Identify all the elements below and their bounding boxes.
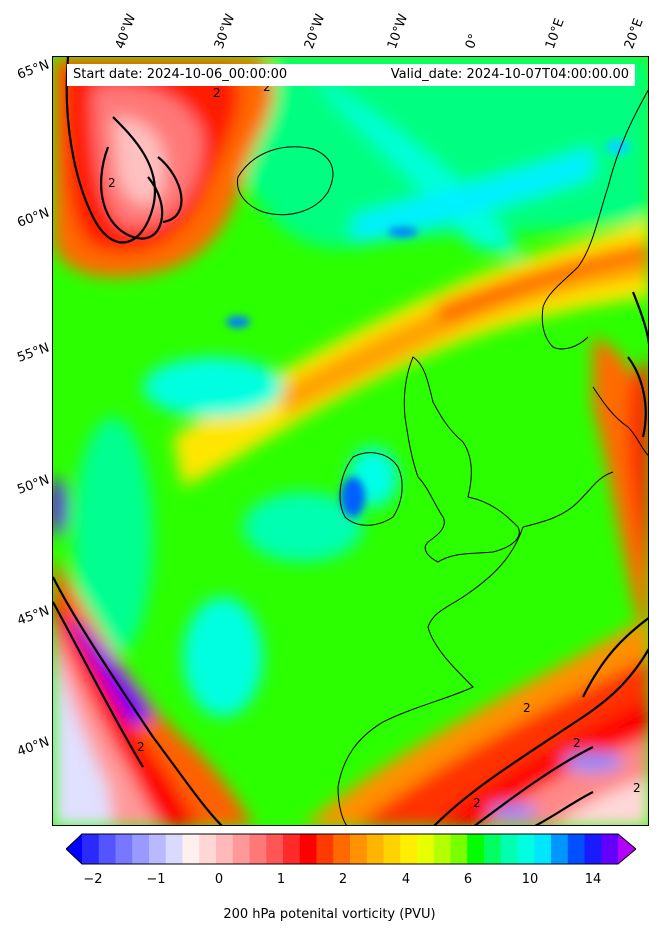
start-date: Start date: 2024-10-06_00:00:00 [73, 67, 288, 82]
svg-text:2: 2 [573, 736, 581, 750]
pv-contour-labels: 2 2 2 2 2 2 2 2 [108, 80, 641, 810]
colorbar-swatch [551, 834, 569, 864]
colorbar-extend-low [66, 834, 82, 864]
colorbar-swatch [517, 834, 535, 864]
colorbar-tick: 2 [338, 872, 348, 887]
colorbar-swatch [283, 834, 301, 864]
colorbar-swatch [216, 834, 234, 864]
colorbar-outline [66, 833, 636, 865]
colorbar-swatch [115, 834, 133, 864]
colorbar-extend-high [618, 834, 636, 864]
colorbar [66, 833, 636, 865]
pv-map: 2 2 2 2 2 2 2 2 [52, 56, 649, 826]
colorbar-swatch [433, 834, 451, 864]
lat-label-45n: 45°N [15, 603, 52, 629]
svg-text:2: 2 [108, 176, 116, 190]
lon-label-40w: 40°W [112, 12, 140, 51]
colorbar-swatch [132, 834, 150, 864]
colorbar-swatch [484, 834, 502, 864]
colorbar-swatch [417, 834, 435, 864]
svg-text:2: 2 [473, 796, 481, 810]
valid-date: Valid_date: 2024-10-07T04:00:00.00 [390, 67, 629, 82]
coastlines [236, 89, 648, 825]
colorbar-tick: 1 [276, 872, 286, 887]
pv-field: 2 2 2 2 2 2 2 2 [53, 57, 648, 825]
colorbar-swatch [383, 834, 401, 864]
colorbar-swatch [567, 834, 585, 864]
lon-label-10e: 10°E [542, 16, 568, 51]
lat-label-65n: 65°N [15, 57, 52, 83]
colorbar-swatch [366, 834, 384, 864]
colorbar-tick: 6 [463, 872, 473, 887]
colorbar-tick: −2 [83, 872, 103, 887]
colorbar-label: 200 hPa potenital vorticity (PVU) [223, 907, 436, 922]
svg-text:2: 2 [263, 80, 271, 94]
lat-label-60n: 60°N [15, 205, 52, 231]
colorbar-swatch [350, 834, 368, 864]
pv-shading [53, 57, 648, 825]
svg-text:2: 2 [523, 701, 531, 715]
svg-text:2: 2 [137, 740, 145, 754]
colorbar-swatch [400, 834, 418, 864]
colorbar-swatch [266, 834, 284, 864]
lat-label-55n: 55°N [15, 340, 52, 366]
colorbar-swatch [534, 834, 552, 864]
lat-label-50n: 50°N [15, 472, 52, 498]
colorbar-swatch [333, 834, 351, 864]
lon-label-20e: 20°E [621, 16, 647, 51]
colorbar-tick: 10 [521, 872, 539, 887]
pv-2-contours [53, 57, 648, 825]
colorbar-swatch [299, 834, 317, 864]
lat-label-40n: 40°N [15, 734, 52, 760]
colorbar-swatch [199, 834, 217, 864]
lon-label-10w: 10°W [384, 12, 412, 51]
colorbar-swatch [316, 834, 334, 864]
colorbar-swatch [450, 834, 468, 864]
lon-label-0: 0° [462, 31, 483, 51]
colorbar-swatch [601, 834, 619, 864]
date-info-bar: Start date: 2024-10-06_00:00:00 Valid_da… [67, 64, 635, 86]
colorbar-swatch [165, 834, 183, 864]
colorbar-tick: 4 [401, 872, 411, 887]
colorbar-swatch [467, 834, 485, 864]
svg-text:2: 2 [633, 781, 641, 795]
colorbar-swatch [82, 834, 100, 864]
colorbar-swatch [149, 834, 167, 864]
colorbar-swatch [98, 834, 116, 864]
colorbar-swatch [249, 834, 267, 864]
lon-label-30w: 30°W [211, 12, 239, 51]
lon-label-20w: 20°W [301, 12, 329, 51]
colorbar-tick: 14 [584, 872, 602, 887]
colorbar-swatch [232, 834, 250, 864]
colorbar-tick: −1 [146, 872, 166, 887]
pv-highlights [226, 139, 630, 517]
svg-text:2: 2 [213, 86, 221, 100]
colorbar-tick: 0 [214, 872, 224, 887]
colorbar-swatch [182, 834, 200, 864]
colorbar-swatch [584, 834, 602, 864]
colorbar-swatch [500, 834, 518, 864]
